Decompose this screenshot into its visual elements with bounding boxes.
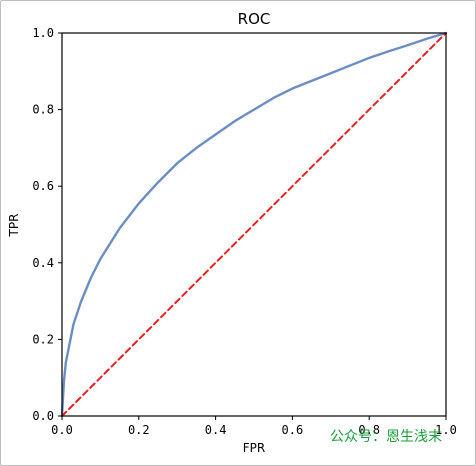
y-tick-label: 0.4 [32, 256, 54, 270]
x-tick-label: 1.0 [435, 423, 457, 437]
y-tick-label: 0.8 [32, 103, 54, 117]
y-tick-label: 0.0 [32, 409, 54, 423]
y-tick-label: 0.6 [32, 179, 54, 193]
y-tick-label: 1.0 [32, 26, 54, 40]
x-tick-label: 0.8 [358, 423, 380, 437]
diagonal-reference-line [61, 32, 447, 417]
chart-title: ROC [238, 10, 271, 28]
y-axis-label: TPR [7, 214, 21, 238]
y-tick-label: 0.2 [32, 332, 54, 346]
watermark-text: 公众号：恩生浅末 [330, 429, 442, 445]
x-tick-label: 0.4 [205, 423, 227, 437]
x-tick-label: 0.2 [128, 423, 150, 437]
x-tick-label: 0.0 [51, 423, 73, 437]
axes-box [61, 32, 447, 417]
x-tick-label: 0.6 [282, 423, 304, 437]
plot-area: 0.0 0.2 0.4 0.6 0.8 1.0 0.0 0.2 0.4 0.6 0.8 1.0 [32, 26, 457, 437]
x-axis-label: FPR [243, 441, 265, 455]
roc-curve-line [60, 31, 448, 418]
